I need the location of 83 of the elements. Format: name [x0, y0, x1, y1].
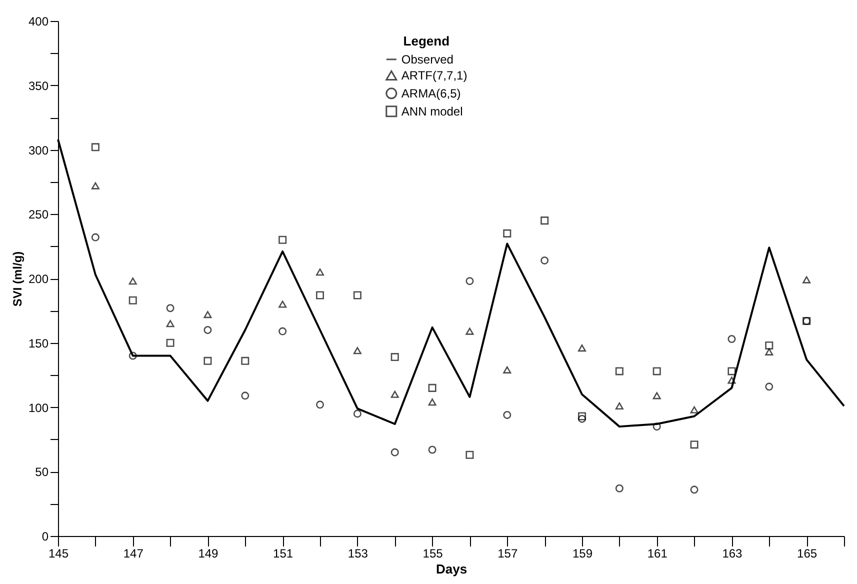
- point: [615, 484, 624, 492]
- point: [390, 390, 399, 398]
- point: [765, 341, 774, 350]
- point: [466, 450, 474, 459]
- point: [91, 182, 100, 190]
- point: [204, 356, 212, 365]
- point: [128, 352, 137, 360]
- y-tick-label: 400: [28, 14, 49, 28]
- x-tick-label: 159: [572, 546, 593, 560]
- y-tick-label: 50: [35, 465, 49, 480]
- point: [390, 448, 399, 456]
- point: [316, 268, 324, 276]
- point: [578, 344, 586, 352]
- point: [728, 367, 736, 376]
- point: [466, 277, 474, 286]
- point: [765, 382, 774, 391]
- x-tick-label: 145: [48, 546, 69, 560]
- point: [728, 376, 736, 384]
- point: [652, 367, 661, 376]
- point: [428, 446, 436, 454]
- legend-label: Observed: [401, 52, 454, 66]
- y-tick-label: 350: [28, 78, 49, 93]
- x-tick-label: 149: [198, 546, 219, 560]
- point: [503, 229, 512, 238]
- point: [390, 353, 399, 362]
- y-tick-label: 150: [28, 336, 49, 350]
- point: [428, 384, 436, 392]
- point: [353, 347, 362, 354]
- point: [690, 406, 698, 414]
- x-tick-label: 153: [348, 546, 368, 560]
- point: [91, 143, 100, 152]
- point: [428, 398, 436, 406]
- point: [540, 216, 549, 225]
- point: [278, 327, 287, 336]
- point: [503, 410, 512, 419]
- y-axis-title: SVI (ml/g): [10, 251, 24, 307]
- x-tick-label: 155: [422, 546, 444, 560]
- point: [466, 328, 474, 335]
- x-tick-label: 163: [722, 546, 743, 560]
- y-tick-label: 0: [42, 530, 49, 544]
- x-tick-label: 161: [647, 546, 668, 560]
- point: [690, 440, 698, 449]
- legend-label: ANN model: [401, 104, 463, 118]
- point: [802, 276, 811, 284]
- legend-label: ARMA(6,5): [401, 86, 461, 100]
- x-tick-label: 165: [797, 546, 818, 560]
- point: [128, 278, 137, 285]
- point: [278, 236, 287, 244]
- point: [578, 412, 586, 420]
- x-axis-title: Days: [436, 562, 468, 576]
- point: [241, 392, 250, 400]
- point: [503, 366, 512, 374]
- y-tick-label: 250: [28, 208, 49, 222]
- x-tick-label: 147: [123, 546, 144, 560]
- x-tick-label: 157: [498, 546, 518, 560]
- point: [728, 335, 736, 344]
- point: [765, 348, 774, 356]
- point: [241, 356, 250, 365]
- point: [540, 256, 549, 264]
- point: [166, 304, 174, 312]
- point: [615, 367, 624, 376]
- legend-title: Legend: [403, 33, 450, 48]
- point: [578, 414, 586, 423]
- point: [316, 400, 324, 409]
- point: [353, 410, 362, 418]
- point: [128, 296, 137, 304]
- point: [278, 300, 287, 308]
- point: [91, 233, 100, 242]
- y-tick-label: 100: [28, 400, 49, 415]
- point: [166, 320, 174, 328]
- point: [204, 326, 212, 334]
- point: [353, 291, 362, 300]
- point: [316, 291, 324, 300]
- point: [615, 402, 624, 410]
- y-tick-label: 200: [28, 272, 49, 286]
- point: [690, 486, 698, 494]
- legend-label: ARTF(7,7,1): [401, 68, 468, 82]
- y-tick-label: 300: [28, 143, 49, 158]
- point: [652, 392, 661, 400]
- point: [204, 310, 212, 318]
- x-tick-label: 151: [273, 546, 294, 560]
- point: [652, 422, 661, 431]
- point: [166, 338, 174, 347]
